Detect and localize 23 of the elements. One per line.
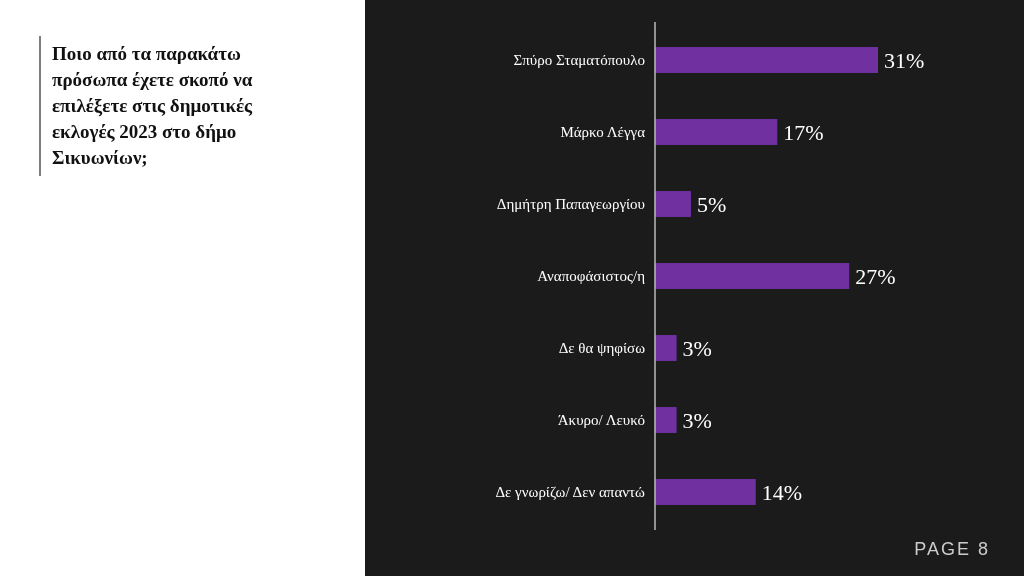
bar (655, 479, 756, 505)
data-label: 3% (682, 335, 712, 361)
y-tick-label: Δε γνωρίζω/ Δεν απαντώ (495, 484, 646, 501)
y-tick-label: Άκυρο/ Λευκό (557, 412, 645, 429)
bar (655, 191, 691, 217)
data-label: 3% (682, 407, 712, 433)
data-label: 17% (783, 119, 824, 145)
data-label: 5% (696, 191, 727, 217)
y-tick-label: Αναποφάσιστος/η (537, 268, 646, 285)
bar (655, 119, 778, 145)
bar (655, 407, 677, 433)
bar (655, 263, 850, 289)
bar (655, 47, 878, 73)
y-tick-label: Δημήτρη Παπαγεωργίου (496, 196, 645, 213)
y-tick-label: Μάρκο Λέγγα (560, 124, 646, 141)
data-label: 14% (761, 479, 803, 505)
bar (655, 335, 677, 361)
text: Ποιο από τα παρακάτω πρόσωπα έχετε σκοπό να επιλέξετε στις δημοτικές εκλογές 2023 στο δήμο Σικυωνίων; (52, 43, 254, 168)
data-label: 27% (855, 263, 896, 289)
text: PAGE 8 (914, 539, 990, 559)
y-tick-label: Σπύρο Σταματόπουλο (513, 52, 645, 69)
data-label: 31% (884, 47, 925, 73)
y-tick-label: Δε θα ψηφίσω (558, 340, 646, 357)
